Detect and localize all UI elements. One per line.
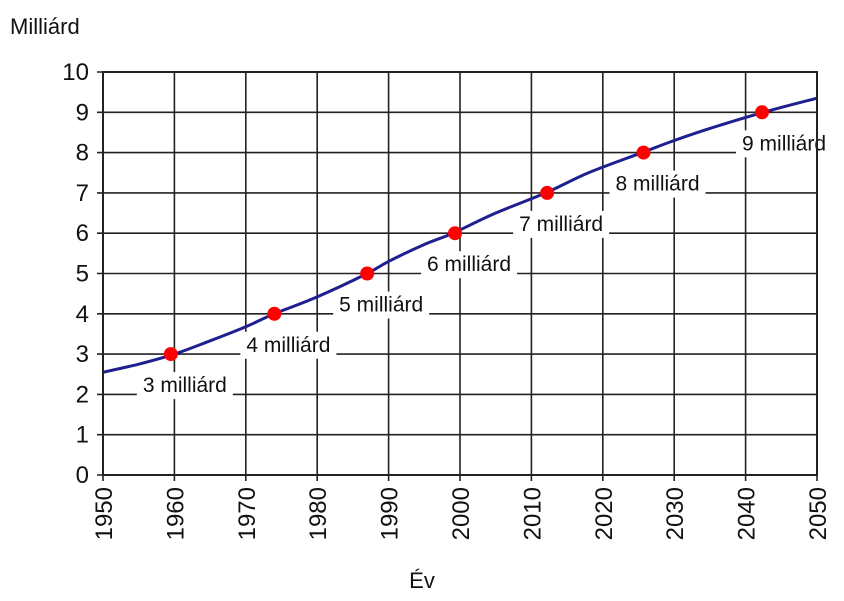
y-tick-label: 9 <box>76 99 89 126</box>
milestone-label: 7 milliárd <box>519 213 603 236</box>
x-tick-label: 2030 <box>662 487 689 540</box>
x-tick-label: 2020 <box>591 487 618 540</box>
y-tick-label: 3 <box>76 341 89 368</box>
y-tick-label: 4 <box>76 301 89 328</box>
plot-frame <box>102 71 818 476</box>
x-tick-label: 1950 <box>91 487 118 540</box>
milestone-point <box>636 145 651 160</box>
population-series-line <box>102 96 818 374</box>
y-tick-label: 0 <box>76 462 89 489</box>
y-tick-label: 10 <box>62 59 89 86</box>
milestone-label-bg <box>609 170 706 198</box>
milestone-point <box>755 105 770 120</box>
x-tick-label: 1960 <box>162 487 189 540</box>
y-tick-label: 8 <box>76 140 89 167</box>
milestone-points <box>163 105 770 362</box>
milestone-point <box>540 185 555 200</box>
milestone-label-bg <box>333 291 430 319</box>
x-tick-label: 2010 <box>519 487 546 540</box>
milestone-label-bg <box>421 251 518 279</box>
axis-ticks: 0 1 2 3 4 5 6 7 8 9 10 1950 1960 1970 1980 1990 2000 2010… <box>62 59 832 540</box>
milestone-label-bg <box>240 331 337 359</box>
y-axis-title: Milliárd <box>10 14 80 39</box>
x-tick-label: 1970 <box>234 487 261 540</box>
x-tick-label: 2040 <box>734 487 761 540</box>
population-curve <box>102 96 818 374</box>
milestone-point <box>360 266 375 281</box>
y-tick-label: 7 <box>76 180 89 207</box>
x-axis-title: Év <box>409 568 435 593</box>
milestone-label: 5 milliárd <box>339 294 423 317</box>
x-tick-label: 1990 <box>377 487 404 540</box>
milestone-label: 9 milliárd <box>742 132 826 155</box>
milestone-label: 4 milliárd <box>246 334 330 357</box>
x-tick-label: 2000 <box>448 487 475 540</box>
y-tick-label: 2 <box>76 381 89 408</box>
x-tick-label: 2050 <box>805 487 832 540</box>
milestone-label: 8 milliárd <box>615 173 699 196</box>
milestone-point <box>267 306 282 321</box>
x-tick-label: 1980 <box>305 487 332 540</box>
milestone-label: 6 milliárd <box>427 253 511 276</box>
y-tick-label: 1 <box>76 422 89 449</box>
milestone-point <box>448 226 463 241</box>
milestone-label: 3 milliárd <box>143 374 227 397</box>
milestone-label-bg <box>513 210 610 238</box>
y-tick-label: 6 <box>76 220 89 247</box>
milestone-label-bg <box>136 372 233 400</box>
milestone-point <box>163 347 178 362</box>
y-tick-label: 5 <box>76 261 89 288</box>
